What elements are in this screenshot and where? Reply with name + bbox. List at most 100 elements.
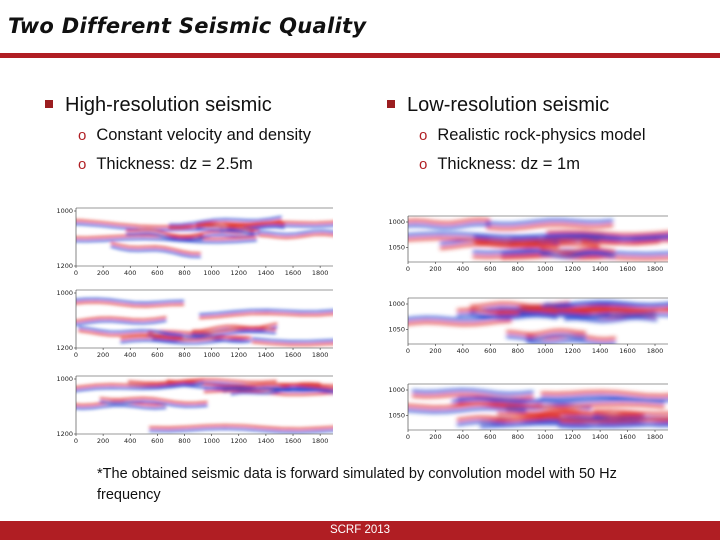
seismic-amplitude-bands bbox=[76, 378, 333, 434]
x-tick-label: 800 bbox=[178, 269, 190, 277]
y-tick-label: 1200 bbox=[56, 430, 73, 438]
left-point-2: o Thickness: dz = 2.5m bbox=[78, 155, 253, 174]
x-tick-label: 0 bbox=[74, 351, 78, 359]
x-tick-label: 1600 bbox=[619, 433, 636, 441]
x-tick-label: 1800 bbox=[647, 265, 664, 273]
y-tick-label: 1000 bbox=[388, 218, 405, 226]
footer-bar: SCRF 2013 bbox=[0, 521, 720, 540]
x-tick-label: 400 bbox=[457, 265, 469, 273]
square-bullet-icon bbox=[387, 100, 395, 108]
slide-title: Two Different Seismic Quality bbox=[8, 14, 367, 38]
x-tick-label: 0 bbox=[74, 269, 78, 277]
right-seismic-panel-3: 1000 1050 0 200 400 600 800 1000 1200 1400 1600 180… bbox=[388, 383, 668, 441]
x-tick-label: 1800 bbox=[647, 347, 664, 355]
y-tick-label: 1000 bbox=[56, 375, 73, 383]
right-point-1: o Realistic rock-physics model bbox=[419, 126, 646, 145]
x-tick-label: 1200 bbox=[230, 437, 247, 445]
y-tick-label: 1050 bbox=[388, 325, 405, 333]
x-tick-label: 1600 bbox=[619, 265, 636, 273]
footer-text: SCRF 2013 bbox=[329, 524, 391, 536]
x-tick-label: 1600 bbox=[285, 269, 302, 277]
x-tick-label: 1800 bbox=[647, 433, 664, 441]
x-tick-label: 800 bbox=[512, 347, 524, 355]
x-tick-label: 600 bbox=[484, 265, 496, 273]
square-bullet-icon bbox=[45, 100, 53, 108]
x-tick-label: 1600 bbox=[619, 347, 636, 355]
x-tick-label: 1000 bbox=[537, 433, 554, 441]
x-tick-label: 1200 bbox=[230, 351, 247, 359]
x-tick-label: 800 bbox=[512, 433, 524, 441]
x-tick-label: 1200 bbox=[564, 433, 581, 441]
x-tick-label: 200 bbox=[429, 265, 441, 273]
right-seismic-panel-1: 1000 1050 0 200 400 600 800 1000 1200 1400 1600 180… bbox=[388, 215, 668, 273]
x-tick-label: 600 bbox=[151, 437, 163, 445]
x-tick-label: 1800 bbox=[312, 269, 329, 277]
x-tick-label: 1200 bbox=[564, 265, 581, 273]
x-tick-label: 800 bbox=[178, 351, 190, 359]
right-seismic-panel-2: 1000 1050 0 200 400 600 800 1000 1200 1400 1600 180… bbox=[388, 297, 668, 355]
x-tick-label: 1400 bbox=[258, 437, 275, 445]
x-tick-label: 600 bbox=[484, 347, 496, 355]
seismic-amplitude-bands bbox=[408, 300, 668, 344]
x-tick-label: 1000 bbox=[203, 269, 220, 277]
x-tick-label: 1600 bbox=[285, 351, 302, 359]
x-tick-label: 800 bbox=[178, 437, 190, 445]
y-tick-label: 1000 bbox=[388, 386, 405, 394]
y-tick-label: 1000 bbox=[56, 289, 73, 297]
y-tick-label: 1000 bbox=[388, 300, 405, 308]
x-tick-label: 0 bbox=[406, 347, 410, 355]
right-point-2: o Thickness: dz = 1m bbox=[419, 155, 580, 174]
y-tick-label: 1200 bbox=[56, 344, 73, 352]
x-tick-label: 200 bbox=[97, 437, 109, 445]
circle-bullet-icon: o bbox=[78, 127, 87, 144]
x-tick-label: 1000 bbox=[203, 351, 220, 359]
seismic-amplitude-bands bbox=[76, 297, 333, 346]
left-point-1-text: Constant velocity and density bbox=[96, 126, 311, 144]
left-point-1: o Constant velocity and density bbox=[78, 126, 311, 145]
right-point-1-text: Realistic rock-physics model bbox=[437, 126, 646, 144]
x-tick-label: 400 bbox=[124, 437, 136, 445]
left-heading-text: High-resolution seismic bbox=[65, 94, 272, 116]
x-tick-label: 1400 bbox=[592, 265, 609, 273]
circle-bullet-icon: o bbox=[419, 156, 428, 173]
x-tick-label: 1200 bbox=[230, 269, 247, 277]
x-tick-label: 1800 bbox=[312, 437, 329, 445]
x-tick-label: 200 bbox=[429, 347, 441, 355]
x-tick-label: 800 bbox=[512, 265, 524, 273]
x-tick-label: 1600 bbox=[285, 437, 302, 445]
x-tick-label: 0 bbox=[406, 265, 410, 273]
y-tick-label: 1200 bbox=[56, 262, 73, 270]
x-tick-label: 1000 bbox=[537, 265, 554, 273]
x-tick-label: 1000 bbox=[203, 437, 220, 445]
y-tick-label: 1050 bbox=[388, 411, 405, 419]
seismic-amplitude-bands bbox=[408, 388, 668, 429]
title-rule bbox=[0, 53, 720, 58]
footnote: *The obtained seismic data is forward si… bbox=[97, 466, 617, 503]
seismic-amplitude-bands bbox=[408, 217, 668, 261]
x-tick-label: 1400 bbox=[592, 433, 609, 441]
x-tick-label: 200 bbox=[97, 351, 109, 359]
x-tick-label: 600 bbox=[151, 269, 163, 277]
seismic-amplitude-bands bbox=[76, 216, 333, 258]
circle-bullet-icon: o bbox=[78, 156, 87, 173]
left-heading: High-resolution seismic bbox=[45, 94, 272, 117]
x-tick-label: 400 bbox=[457, 433, 469, 441]
x-tick-label: 0 bbox=[74, 437, 78, 445]
circle-bullet-icon: o bbox=[419, 127, 428, 144]
x-tick-label: 400 bbox=[124, 351, 136, 359]
x-tick-label: 1400 bbox=[258, 351, 275, 359]
right-point-2-text: Thickness: dz = 1m bbox=[437, 155, 580, 173]
x-tick-label: 200 bbox=[97, 269, 109, 277]
x-tick-label: 600 bbox=[151, 351, 163, 359]
x-tick-label: 1800 bbox=[312, 351, 329, 359]
right-heading: Low-resolution seismic bbox=[387, 94, 609, 117]
x-tick-label: 1400 bbox=[258, 269, 275, 277]
x-tick-label: 600 bbox=[484, 433, 496, 441]
x-tick-label: 400 bbox=[457, 347, 469, 355]
x-tick-label: 0 bbox=[406, 433, 410, 441]
y-tick-label: 1050 bbox=[388, 243, 405, 251]
x-tick-label: 1400 bbox=[592, 347, 609, 355]
